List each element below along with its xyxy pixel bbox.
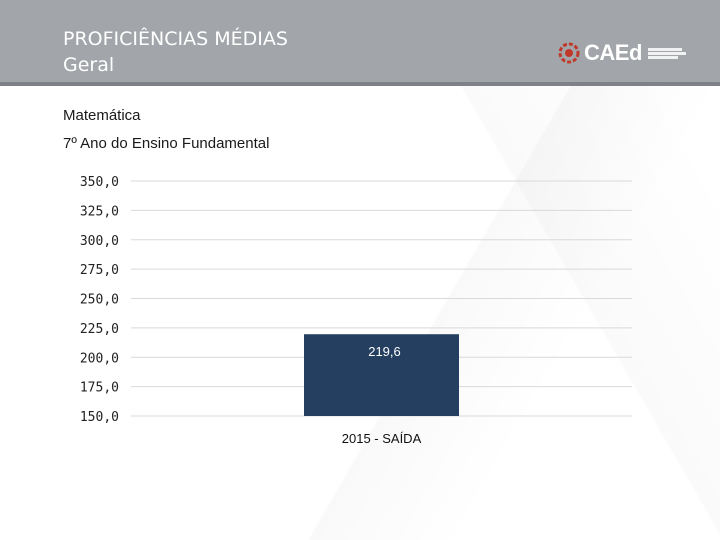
caed-logo-icon <box>558 42 580 64</box>
page-title: PROFICIÊNCIAS MÉDIAS Geral <box>63 26 288 78</box>
y-tick-label: 200,0 <box>80 351 119 366</box>
bar <box>304 334 459 416</box>
page-title-line1: PROFICIÊNCIAS MÉDIAS <box>63 28 288 50</box>
y-tick-label: 300,0 <box>80 234 119 249</box>
y-tick-label: 250,0 <box>80 293 119 308</box>
bar-value-label: 219,6 <box>368 344 401 359</box>
logo-text: CAEd <box>584 40 642 65</box>
header-bar: PROFICIÊNCIAS MÉDIAS Geral CAEd <box>0 0 720 82</box>
subject-label: Matemática <box>63 107 141 124</box>
grade-label: 7º Ano do Ensino Fundamental <box>63 135 270 152</box>
x-category-label: 2015 - SAÍDA <box>342 431 422 446</box>
y-tick-label: 350,0 <box>80 175 119 190</box>
logo-subtitle-marks <box>647 47 686 59</box>
page-title-line2: Geral <box>63 54 115 76</box>
y-tick-label: 275,0 <box>80 263 119 278</box>
y-tick-label: 225,0 <box>80 322 119 337</box>
y-tick-label: 150,0 <box>80 410 119 425</box>
caed-logo: CAEd <box>558 38 698 68</box>
y-tick-label: 325,0 <box>80 204 119 219</box>
header-divider <box>0 82 720 86</box>
y-tick-label: 175,0 <box>80 381 119 396</box>
